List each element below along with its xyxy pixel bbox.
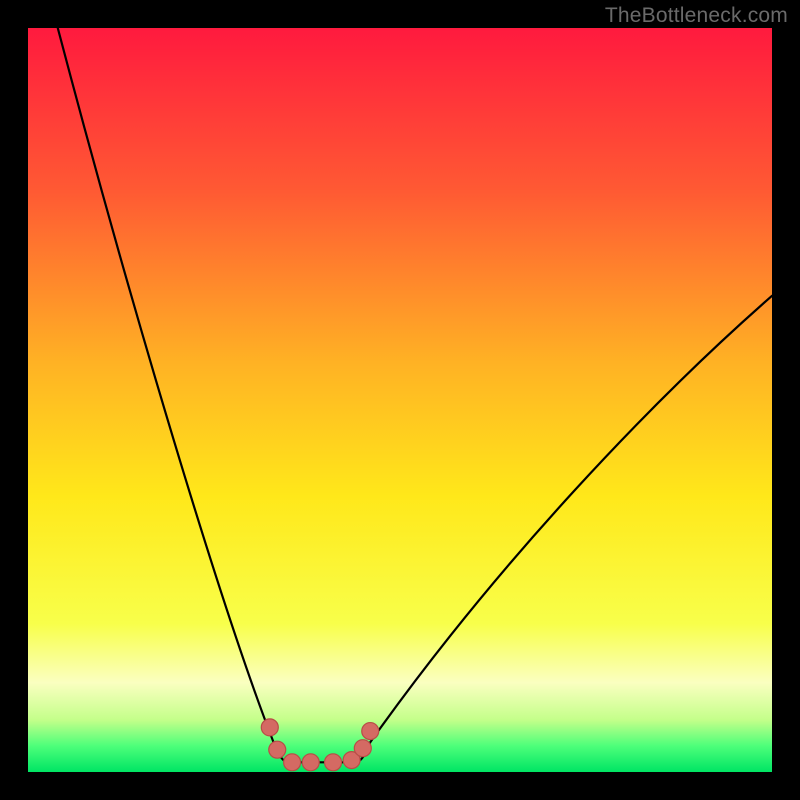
marker-point bbox=[269, 741, 286, 758]
bottleneck-chart bbox=[0, 0, 800, 800]
marker-point bbox=[284, 754, 301, 771]
chart-container: TheBottleneck.com bbox=[0, 0, 800, 800]
marker-point bbox=[302, 754, 319, 771]
marker-point bbox=[261, 719, 278, 736]
marker-point bbox=[362, 723, 379, 740]
marker-point bbox=[354, 740, 371, 757]
marker-point bbox=[325, 754, 342, 771]
watermark-text: TheBottleneck.com bbox=[605, 4, 788, 28]
